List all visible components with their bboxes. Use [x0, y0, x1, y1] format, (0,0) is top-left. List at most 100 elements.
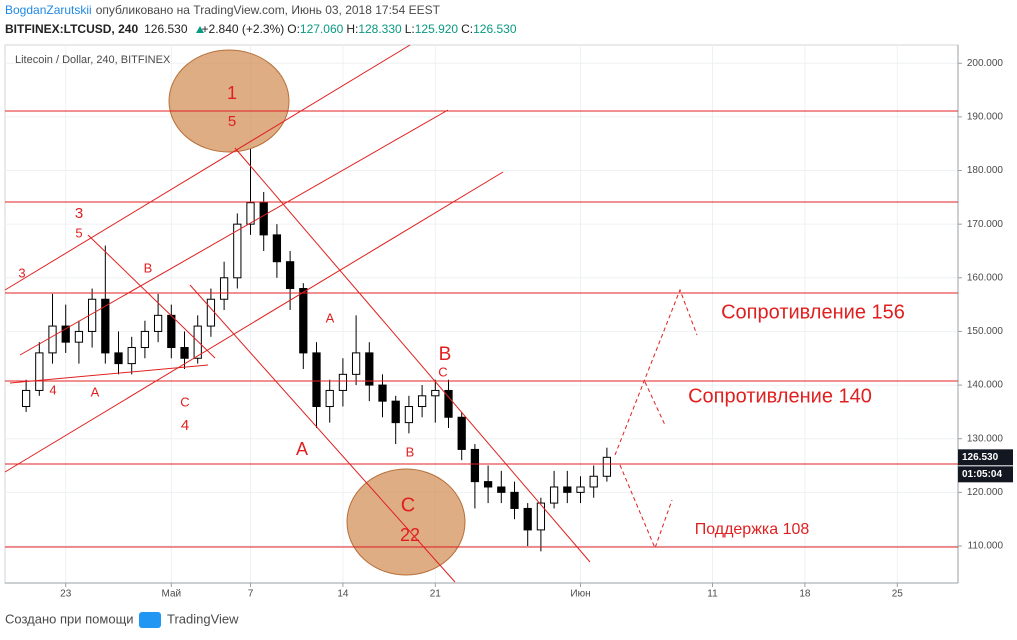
ohlc-value: 128.330	[358, 22, 402, 36]
wave-label: B	[144, 260, 153, 275]
footer-brand[interactable]: TradingView	[167, 611, 239, 626]
y-tick-label: 130.000	[967, 433, 1004, 444]
candle-body	[351, 352, 361, 375]
candle-body	[483, 481, 493, 488]
candle-body	[431, 389, 440, 397]
candle-body	[74, 330, 84, 343]
footer-text: Создано при помощи	[5, 611, 134, 626]
candle-body	[114, 352, 123, 365]
trend-line	[189, 284, 456, 583]
x-tick-label: 7	[248, 589, 254, 600]
symbol-line: BITFINEX:LTCUSD, 240 126.530 +2.840 (+2.3%…	[5, 22, 517, 36]
x-tick-label: 25	[892, 589, 904, 600]
x-tick-label: 23	[60, 589, 72, 600]
x-tick-label: 21	[430, 589, 442, 600]
candle-body	[127, 347, 136, 365]
ohlc-label: O:	[287, 22, 300, 36]
y-tick-label: 170.000	[967, 219, 1004, 230]
author[interactable]: BogdanZarutskii	[5, 3, 92, 17]
candle-body	[404, 406, 414, 424]
wave-label: B	[439, 344, 452, 365]
tv-logo	[139, 612, 161, 628]
support-label: Поддержка 108	[695, 521, 810, 538]
candle-body	[167, 314, 176, 349]
candle-body	[233, 223, 242, 279]
candle-body	[48, 325, 57, 354]
y-tick-label: 180.000	[967, 165, 1004, 176]
candle-body	[457, 416, 466, 450]
wave-label: 5	[75, 225, 82, 240]
x-tick-label: Май	[162, 589, 182, 600]
candle-body	[299, 288, 308, 354]
wave-label: 5	[228, 113, 236, 130]
highlight-circle	[168, 49, 290, 153]
y-tick-label: 140.000	[967, 380, 1004, 391]
candle-body	[497, 486, 506, 493]
annotations: 1 5 3 5 3 B 4 A C 4 A B C A B C 22 Сопро…	[18, 83, 905, 545]
drawings	[4, 44, 958, 583]
y-tick-label: 120.000	[967, 487, 1004, 498]
candle-body	[272, 234, 282, 263]
ohlc-value: 126.530	[473, 22, 517, 36]
candle-body	[259, 202, 268, 236]
candle-body	[246, 202, 255, 225]
candle-body	[140, 330, 150, 349]
candles	[21, 149, 612, 552]
wave-label: 3	[18, 265, 25, 280]
candle-body	[365, 352, 374, 386]
plot-area	[4, 44, 959, 584]
last-price-box	[958, 449, 1013, 466]
ohlc-value: 127.060	[300, 22, 344, 36]
candle-body	[338, 373, 348, 391]
wave-label: C	[401, 494, 415, 516]
last: 126.530	[144, 22, 188, 36]
ohlc-label: H:	[346, 22, 358, 36]
candle-body	[285, 261, 295, 290]
wave-label: A	[326, 310, 335, 325]
candle-body	[576, 486, 585, 493]
wave-label: 4	[181, 417, 189, 434]
trend-line	[87, 234, 216, 359]
candle-body	[523, 507, 532, 531]
projection	[619, 464, 673, 550]
y-tick-label: 160.000	[967, 272, 1004, 283]
wave-label: C	[180, 394, 189, 409]
up-arrow	[196, 26, 204, 33]
trend-line	[9, 364, 209, 384]
y-tick-label: 190.000	[967, 112, 1004, 123]
candle-body	[312, 352, 321, 408]
grid	[5, 45, 958, 583]
x-tick-label: 11	[707, 589, 718, 600]
trend-line	[234, 147, 591, 563]
countdown-box	[958, 466, 1013, 483]
wave-label: 3	[75, 205, 83, 222]
candle-body	[101, 298, 110, 354]
candle-body	[61, 325, 70, 343]
candle-body	[391, 400, 400, 424]
x-tick-label: 14	[337, 589, 349, 600]
candle-body	[510, 491, 519, 509]
resistance-label: Сопротивление 140	[688, 385, 872, 407]
wave-label: 4	[49, 382, 56, 397]
channel-line	[4, 44, 411, 291]
candle-body	[193, 325, 202, 359]
projection	[614, 288, 698, 456]
candle-body	[444, 389, 453, 418]
wave-label: B	[406, 444, 415, 459]
last-price-label: 126.530	[962, 452, 999, 463]
ohlc-value: 125.920	[415, 22, 459, 36]
candle-body	[153, 314, 163, 332]
x-tick-label: 18	[799, 589, 811, 600]
channel-line	[4, 171, 504, 473]
wave-label: A	[296, 439, 308, 459]
countdown: 01:05:04	[962, 469, 1002, 480]
candle-body	[206, 298, 216, 327]
ohlc-label: C:	[461, 22, 473, 36]
wave-label: 22	[400, 525, 420, 545]
candle-body	[378, 384, 387, 402]
x-tick-label: Июн	[570, 589, 590, 600]
wave-label: C	[438, 364, 447, 379]
candle-body	[325, 389, 334, 408]
